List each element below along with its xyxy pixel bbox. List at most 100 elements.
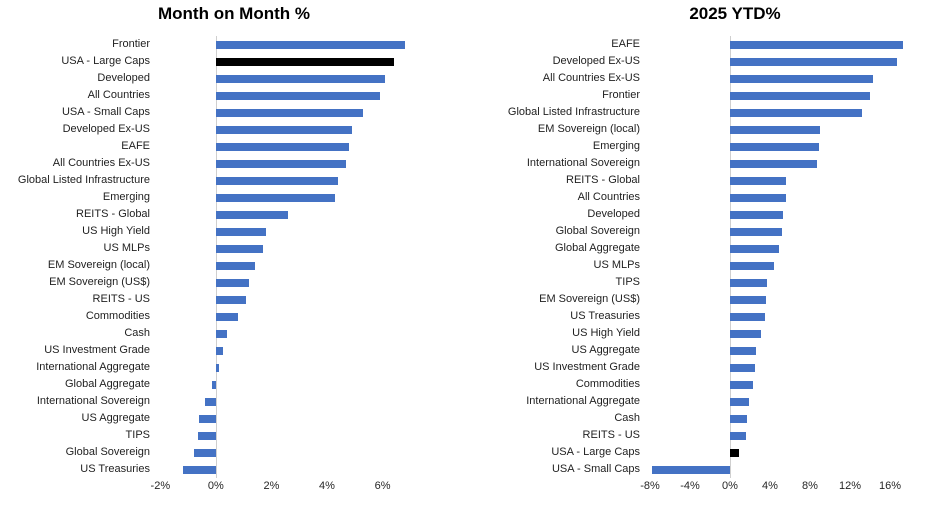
bar xyxy=(730,414,747,423)
bar-track xyxy=(650,461,936,478)
bar-row: EAFE xyxy=(468,36,936,53)
bar xyxy=(730,329,761,338)
bar-track xyxy=(152,461,468,478)
bar-track xyxy=(152,308,468,325)
bar-track xyxy=(650,427,936,444)
bar xyxy=(730,312,765,321)
category-label: REITS - US xyxy=(92,293,150,305)
category-label: Commodities xyxy=(85,310,150,322)
bar-row: USA - Small Caps xyxy=(0,104,468,121)
category-label: All Countries Ex-US xyxy=(52,157,150,169)
bar xyxy=(215,244,264,253)
category-label: US MLPs xyxy=(103,242,150,254)
category-label: US Investment Grade xyxy=(44,344,150,356)
bar-row: US Investment Grade xyxy=(468,359,936,376)
bar xyxy=(215,261,255,270)
bar-track xyxy=(650,206,936,223)
bar-track xyxy=(650,444,936,461)
category-label: Developed Ex-US xyxy=(62,123,150,135)
category-label: Cash xyxy=(124,327,150,339)
bar-track xyxy=(152,342,468,359)
category-label: USA - Large Caps xyxy=(551,446,640,458)
bar-row: Global Listed Infrastructure xyxy=(468,104,936,121)
bar xyxy=(730,74,873,83)
bar-track xyxy=(152,87,468,104)
bar-track xyxy=(650,393,936,410)
bar-row: Developed xyxy=(0,70,468,87)
bar-row: US MLPs xyxy=(468,257,936,274)
bar xyxy=(215,193,336,202)
bar xyxy=(730,108,862,117)
bar-row: Emerging xyxy=(0,189,468,206)
bar-track xyxy=(650,104,936,121)
bar-track xyxy=(650,53,936,70)
bar-row: US Aggregate xyxy=(0,410,468,427)
bar-track xyxy=(650,257,936,274)
category-label: Global Aggregate xyxy=(64,378,150,390)
bar xyxy=(730,244,779,253)
bar-track xyxy=(650,274,936,291)
bar xyxy=(730,431,746,440)
x-axis: -2% 0% 2% 4% 6% xyxy=(150,480,452,495)
category-label: REITS - Global xyxy=(566,174,640,186)
bar-row: All Countries Ex-US xyxy=(468,70,936,87)
ytd-chart: 2025 YTD% EAFE Developed Ex-US All Countri… xyxy=(468,0,936,517)
bar-row: EM Sovereign (local) xyxy=(468,121,936,138)
category-label: TIPS xyxy=(125,429,150,441)
category-label: Global Listed Infrastructure xyxy=(507,106,640,118)
category-label: Frontier xyxy=(602,89,640,101)
bar-row: Global Sovereign xyxy=(468,223,936,240)
bar-row: EM Sovereign (US$) xyxy=(0,274,468,291)
axis-tick-label: 4% xyxy=(319,480,335,492)
chart-title: Month on Month % xyxy=(157,4,311,23)
bar-row: Global Aggregate xyxy=(468,240,936,257)
category-label: USA - Small Caps xyxy=(61,106,150,118)
bar-row: All Countries xyxy=(468,189,936,206)
category-label: REITS - US xyxy=(582,429,640,441)
bar-row: Global Listed Infrastructure xyxy=(0,172,468,189)
bar-track xyxy=(152,36,468,53)
category-label: EM Sovereign (US$) xyxy=(49,276,150,288)
category-label: REITS - Global xyxy=(76,208,150,220)
axis-tick-label: 2% xyxy=(263,480,280,492)
bar xyxy=(730,295,766,304)
bar xyxy=(215,176,339,185)
category-label: Developed xyxy=(97,72,150,84)
bar xyxy=(730,125,820,134)
bar-track xyxy=(152,70,468,87)
bar xyxy=(730,40,903,49)
bar-track xyxy=(152,121,468,138)
axis-tick-label: 0% xyxy=(722,480,738,492)
bar-row: Cash xyxy=(0,325,468,342)
bar xyxy=(730,142,819,151)
bar-track xyxy=(152,410,468,427)
bar xyxy=(215,227,266,236)
bar-row: Frontier xyxy=(468,87,936,104)
axis-tick-label: 16% xyxy=(878,480,902,492)
bar-row: US MLPs xyxy=(0,240,468,257)
bar-track xyxy=(650,138,936,155)
category-label: EM Sovereign (local) xyxy=(47,259,150,271)
bar-track xyxy=(152,155,468,172)
category-label: US Aggregate xyxy=(81,412,151,424)
category-label: EAFE xyxy=(611,38,640,50)
bar-track xyxy=(650,410,936,427)
bar xyxy=(730,193,786,202)
category-label: Global Aggregate xyxy=(554,242,640,254)
bar-row: US Treasuries xyxy=(468,308,936,325)
bar-row: TIPS xyxy=(0,427,468,444)
bar-row: International Sovereign xyxy=(468,155,936,172)
month-on-month-chart: Month on Month % Frontier USA - Large Cap… xyxy=(0,4,468,495)
axis-tick-label: -2% xyxy=(150,480,171,492)
bar xyxy=(730,91,870,100)
bar-track xyxy=(152,325,468,342)
bar-row: EAFE xyxy=(0,138,468,155)
bar-track xyxy=(152,359,468,376)
bar-track xyxy=(152,240,468,257)
bar-track xyxy=(650,291,936,308)
axis-tick-label: 8% xyxy=(802,480,818,492)
axis-tick-label: -8% xyxy=(640,480,660,492)
category-label: Emerging xyxy=(592,140,640,152)
bar-row: Developed Ex-US xyxy=(0,121,468,138)
bar xyxy=(215,125,352,134)
